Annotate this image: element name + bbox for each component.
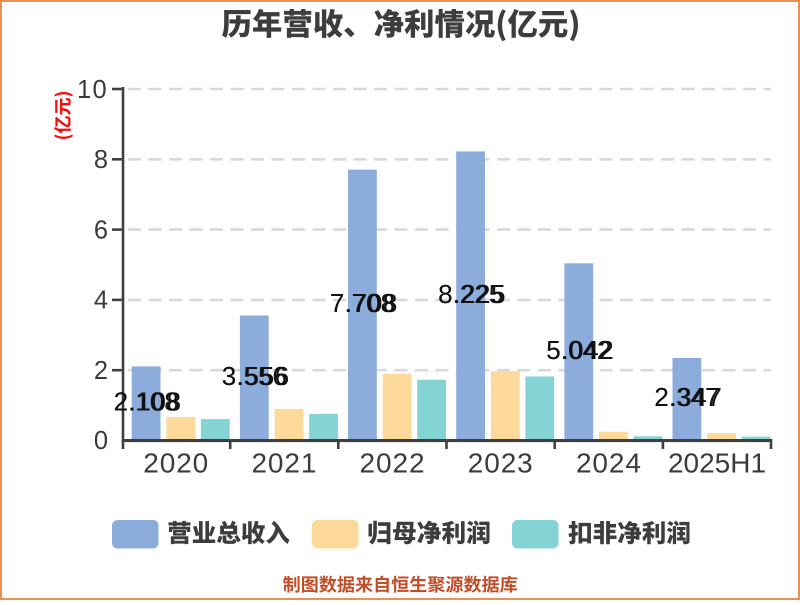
svg-text:2.347: 2.347 (654, 382, 722, 412)
svg-text:8: 8 (94, 146, 108, 174)
svg-text:3.556: 3.556 (222, 361, 287, 391)
svg-text:10: 10 (77, 76, 108, 104)
svg-text:3.556: 3.556 (222, 361, 290, 391)
svg-text:2024: 2024 (576, 448, 642, 479)
svg-text:7.708: 7.708 (330, 288, 398, 318)
svg-text:5.042: 5.042 (546, 335, 614, 365)
svg-text:5.042: 5.042 (546, 335, 611, 365)
svg-text:4: 4 (94, 287, 108, 315)
svg-text:2.108: 2.108 (114, 386, 179, 416)
svg-text:2.347: 2.347 (654, 382, 719, 412)
svg-text:6: 6 (94, 216, 108, 244)
svg-text:8.225: 8.225 (438, 279, 503, 309)
svg-text:2022: 2022 (360, 448, 426, 479)
svg-text:8.225: 8.225 (438, 279, 506, 309)
svg-text:2: 2 (94, 357, 108, 385)
svg-text:2021: 2021 (251, 448, 317, 479)
svg-text:7.708: 7.708 (330, 288, 395, 318)
svg-text:2020: 2020 (143, 448, 209, 479)
svg-text:0: 0 (94, 427, 108, 455)
svg-text:2025H1: 2025H1 (668, 448, 766, 479)
svg-text:2.108: 2.108 (114, 386, 182, 416)
svg-text:2023: 2023 (468, 448, 534, 479)
